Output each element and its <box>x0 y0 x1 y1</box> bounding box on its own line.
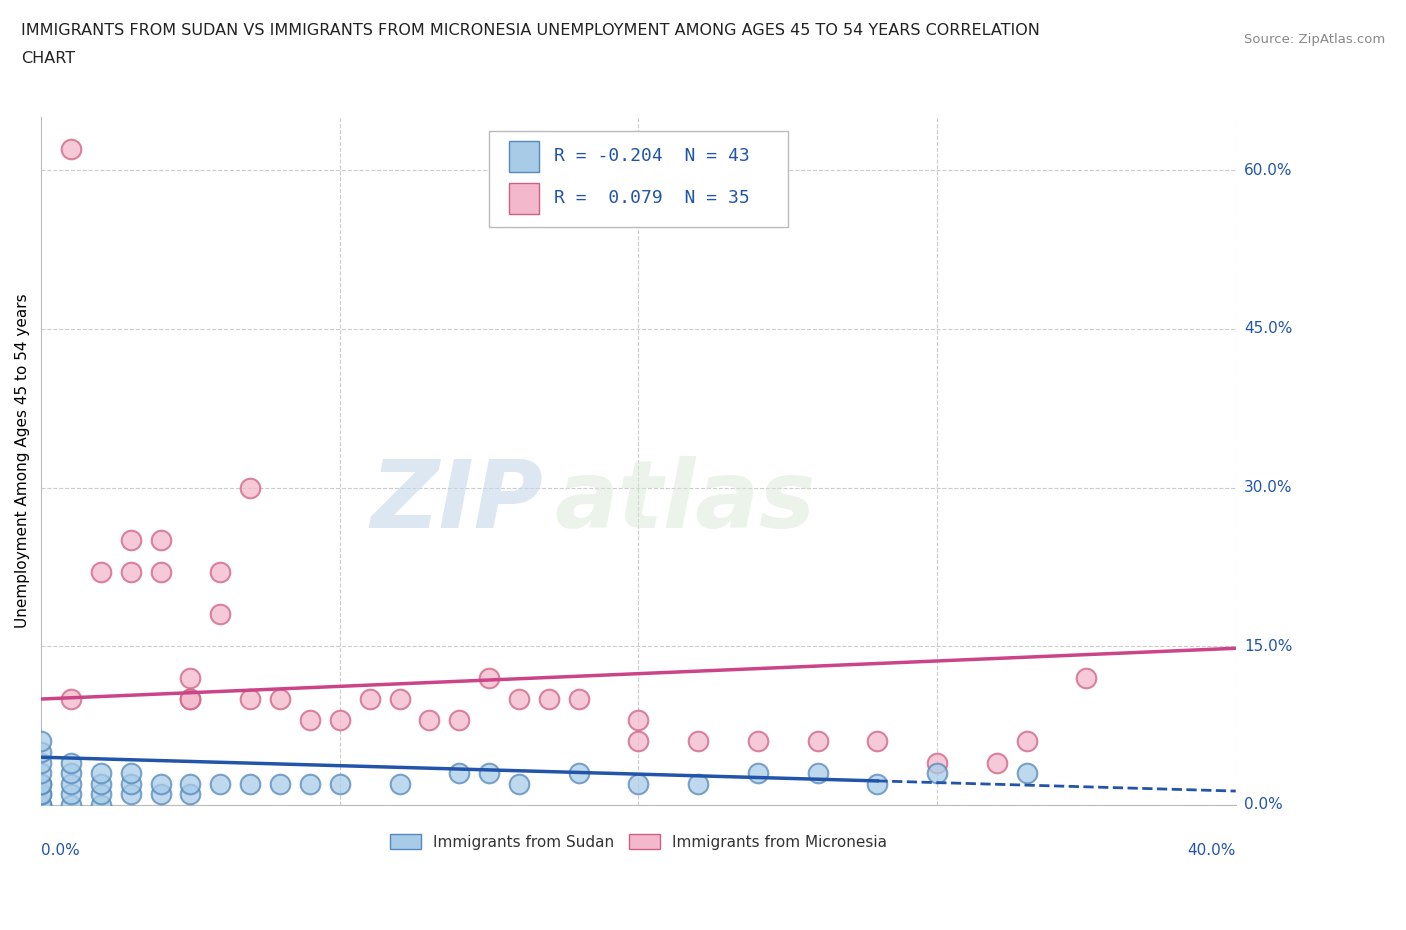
Immigrants from Sudan <box>120 787 142 802</box>
Immigrants from Micronesia <box>1076 671 1098 685</box>
Immigrants from Sudan <box>30 777 52 791</box>
Immigrants from Micronesia <box>59 141 82 156</box>
Immigrants from Sudan <box>90 765 112 780</box>
Text: ZIP: ZIP <box>370 457 543 549</box>
Immigrants from Sudan <box>508 777 530 791</box>
Immigrants from Micronesia <box>537 692 560 707</box>
Immigrants from Sudan <box>149 787 172 802</box>
Text: 0.0%: 0.0% <box>1244 797 1282 812</box>
Immigrants from Sudan <box>30 745 52 760</box>
Text: atlas: atlas <box>555 457 815 549</box>
Immigrants from Sudan <box>449 765 471 780</box>
Immigrants from Micronesia <box>478 671 501 685</box>
Immigrants from Sudan <box>120 777 142 791</box>
Text: 30.0%: 30.0% <box>1244 480 1292 495</box>
Immigrants from Sudan <box>568 765 591 780</box>
Immigrants from Sudan <box>179 787 201 802</box>
Immigrants from Sudan <box>1015 765 1038 780</box>
Immigrants from Micronesia <box>1015 734 1038 749</box>
Immigrants from Sudan <box>30 797 52 812</box>
Immigrants from Sudan <box>90 797 112 812</box>
Immigrants from Sudan <box>59 777 82 791</box>
Immigrants from Sudan <box>688 777 710 791</box>
Immigrants from Sudan <box>209 777 232 791</box>
Immigrants from Micronesia <box>688 734 710 749</box>
Immigrants from Micronesia <box>59 692 82 707</box>
Text: 15.0%: 15.0% <box>1244 639 1292 654</box>
Immigrants from Micronesia <box>120 533 142 548</box>
Immigrants from Micronesia <box>627 734 650 749</box>
FancyBboxPatch shape <box>509 141 540 172</box>
Immigrants from Sudan <box>179 777 201 791</box>
Immigrants from Micronesia <box>209 565 232 579</box>
Text: 45.0%: 45.0% <box>1244 322 1292 337</box>
Immigrants from Micronesia <box>866 734 889 749</box>
Immigrants from Sudan <box>30 797 52 812</box>
Immigrants from Sudan <box>30 777 52 791</box>
Immigrants from Micronesia <box>90 565 112 579</box>
Immigrants from Sudan <box>866 777 889 791</box>
Immigrants from Sudan <box>59 755 82 770</box>
Immigrants from Sudan <box>30 755 52 770</box>
Text: 0.0%: 0.0% <box>41 843 80 857</box>
Text: Source: ZipAtlas.com: Source: ZipAtlas.com <box>1244 33 1385 46</box>
Immigrants from Sudan <box>59 787 82 802</box>
Y-axis label: Unemployment Among Ages 45 to 54 years: Unemployment Among Ages 45 to 54 years <box>15 294 30 629</box>
Immigrants from Sudan <box>120 765 142 780</box>
Immigrants from Micronesia <box>209 607 232 622</box>
Immigrants from Micronesia <box>239 480 262 495</box>
Immigrants from Sudan <box>149 777 172 791</box>
Text: 60.0%: 60.0% <box>1244 163 1292 178</box>
Text: CHART: CHART <box>21 51 75 66</box>
Immigrants from Micronesia <box>568 692 591 707</box>
Immigrants from Micronesia <box>179 692 201 707</box>
FancyBboxPatch shape <box>489 131 787 227</box>
Immigrants from Micronesia <box>627 712 650 727</box>
Immigrants from Sudan <box>90 777 112 791</box>
Immigrants from Sudan <box>30 787 52 802</box>
Text: IMMIGRANTS FROM SUDAN VS IMMIGRANTS FROM MICRONESIA UNEMPLOYMENT AMONG AGES 45 T: IMMIGRANTS FROM SUDAN VS IMMIGRANTS FROM… <box>21 23 1040 38</box>
Immigrants from Micronesia <box>925 755 948 770</box>
Text: 40.0%: 40.0% <box>1188 843 1236 857</box>
Immigrants from Sudan <box>388 777 411 791</box>
Immigrants from Sudan <box>30 765 52 780</box>
Immigrants from Micronesia <box>418 712 440 727</box>
Immigrants from Micronesia <box>269 692 291 707</box>
Immigrants from Sudan <box>239 777 262 791</box>
FancyBboxPatch shape <box>509 182 540 214</box>
Immigrants from Micronesia <box>179 692 201 707</box>
Immigrants from Sudan <box>298 777 321 791</box>
Immigrants from Micronesia <box>179 671 201 685</box>
Legend: Immigrants from Sudan, Immigrants from Micronesia: Immigrants from Sudan, Immigrants from M… <box>384 828 893 856</box>
Immigrants from Sudan <box>30 787 52 802</box>
Text: R =  0.079  N = 35: R = 0.079 N = 35 <box>554 189 749 206</box>
Immigrants from Micronesia <box>508 692 530 707</box>
Immigrants from Sudan <box>59 797 82 812</box>
Text: R = -0.204  N = 43: R = -0.204 N = 43 <box>554 148 749 166</box>
Immigrants from Micronesia <box>239 692 262 707</box>
Immigrants from Micronesia <box>449 712 471 727</box>
Immigrants from Sudan <box>627 777 650 791</box>
Immigrants from Sudan <box>807 765 830 780</box>
Immigrants from Sudan <box>269 777 291 791</box>
Immigrants from Sudan <box>747 765 769 780</box>
Immigrants from Micronesia <box>359 692 381 707</box>
Immigrants from Sudan <box>30 734 52 749</box>
Immigrants from Micronesia <box>298 712 321 727</box>
Immigrants from Micronesia <box>388 692 411 707</box>
Immigrants from Sudan <box>329 777 352 791</box>
Immigrants from Sudan <box>925 765 948 780</box>
Immigrants from Sudan <box>478 765 501 780</box>
Immigrants from Micronesia <box>329 712 352 727</box>
Immigrants from Sudan <box>90 787 112 802</box>
Immigrants from Micronesia <box>120 565 142 579</box>
Immigrants from Micronesia <box>807 734 830 749</box>
Immigrants from Sudan <box>59 765 82 780</box>
Immigrants from Micronesia <box>986 755 1008 770</box>
Immigrants from Micronesia <box>149 565 172 579</box>
Immigrants from Micronesia <box>149 533 172 548</box>
Immigrants from Micronesia <box>747 734 769 749</box>
